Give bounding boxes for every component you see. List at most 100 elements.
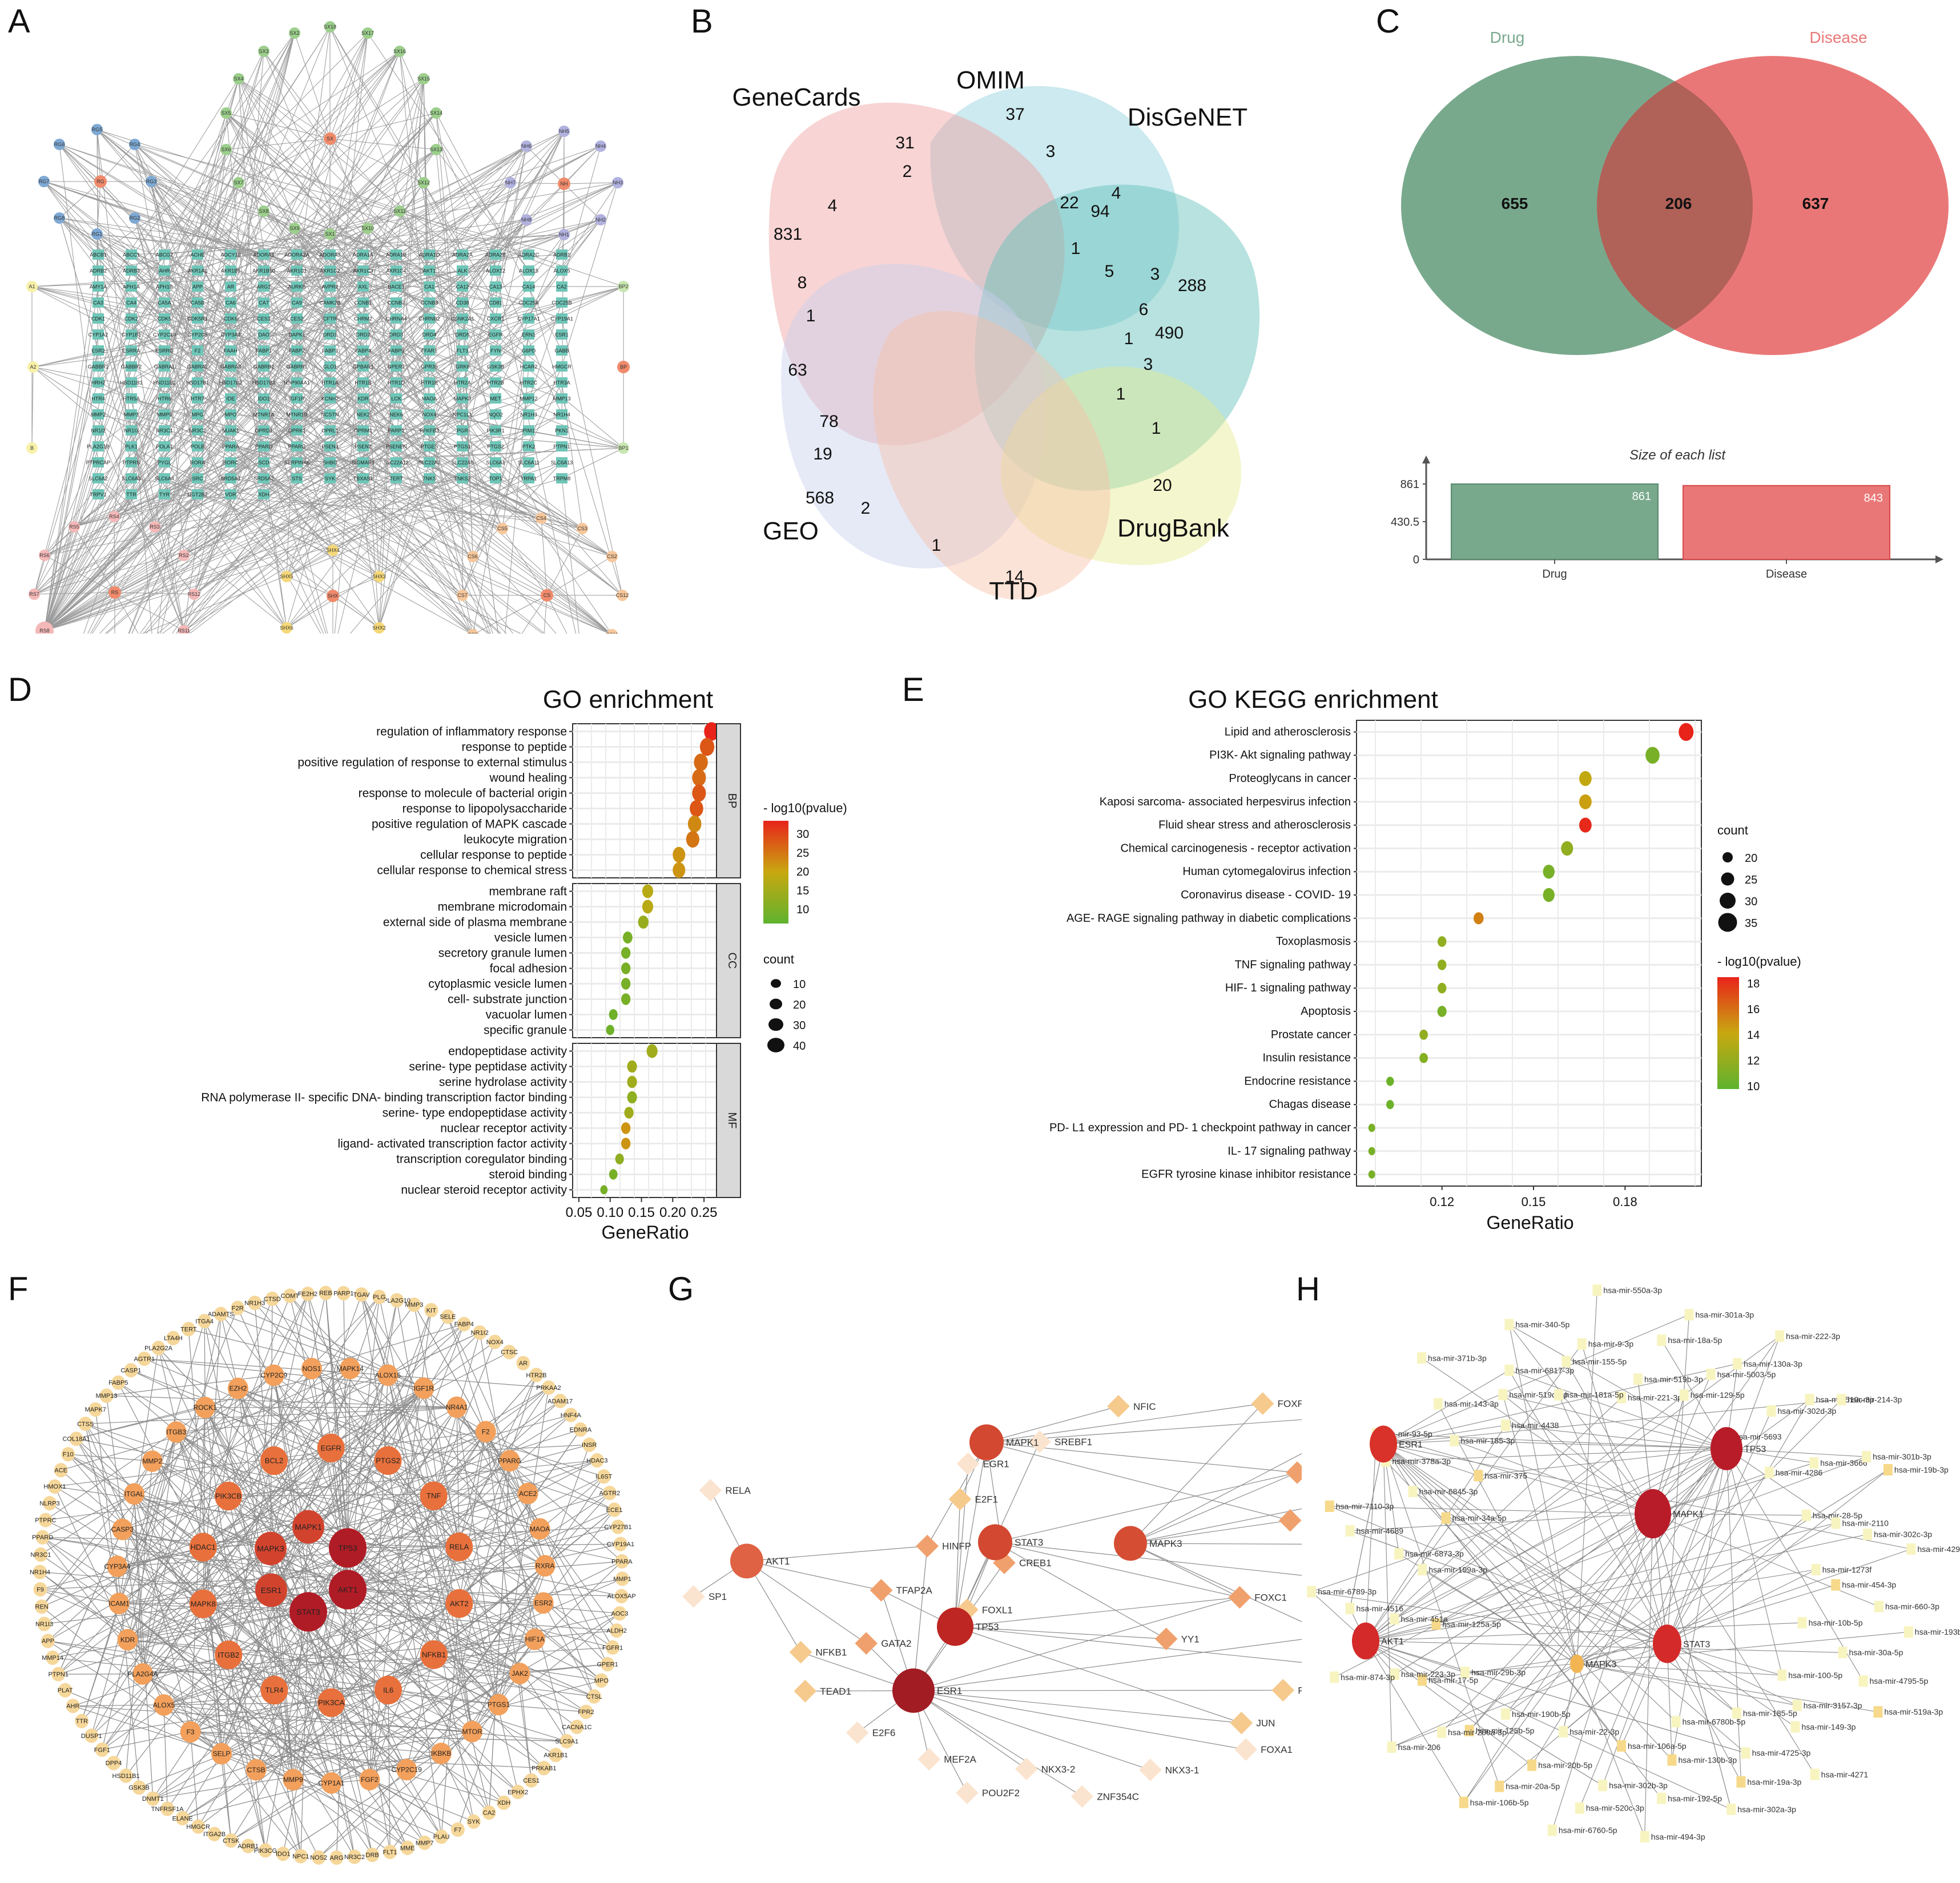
edge xyxy=(44,350,297,631)
target-node: LCK xyxy=(391,393,402,404)
edge xyxy=(363,382,380,628)
target-node-label: PIM1 xyxy=(522,428,534,434)
compound-node: CS5 xyxy=(497,523,508,534)
target-node-label: CA13 xyxy=(489,284,502,290)
gene-node: ESR2 xyxy=(533,1592,554,1614)
edge xyxy=(270,1548,442,1754)
target-node-shape xyxy=(192,361,203,372)
target-node: PSEN2 xyxy=(355,441,372,451)
gene-node-label: NOS1 xyxy=(303,1365,321,1373)
target-node-shape xyxy=(391,361,402,372)
edge xyxy=(1365,1640,1732,1810)
y-tick-label: 861 xyxy=(1400,478,1419,491)
target-node: OPRD1 xyxy=(255,425,273,436)
compound-node-shape xyxy=(362,223,373,234)
edge xyxy=(332,595,380,628)
gene-node: MAPK3 xyxy=(255,1531,287,1566)
compound-node-label: RS11 xyxy=(178,628,190,634)
panel-label-d: D xyxy=(8,671,32,708)
edge xyxy=(329,138,424,183)
gene-node: INSR xyxy=(582,1437,597,1452)
data-point xyxy=(694,753,708,771)
tf-node-label: PPARG xyxy=(1298,1685,1302,1696)
edge xyxy=(296,318,380,577)
compound-node-shape xyxy=(505,177,516,188)
gene-node-shape xyxy=(119,1768,133,1783)
edge xyxy=(498,1704,586,1712)
compound-node-label: CS12 xyxy=(616,592,629,598)
color-legend-tick: 16 xyxy=(1747,1003,1760,1016)
target-node-shape xyxy=(92,249,104,260)
gene-node-shape xyxy=(132,1780,146,1795)
tf-node: POU2F2 xyxy=(956,1781,1020,1804)
hub-gene-node: STAT3 xyxy=(1653,1624,1711,1663)
edge xyxy=(1602,1448,1727,1786)
y-tick-label: Chemical carcinogenesis - receptor activ… xyxy=(1120,842,1351,854)
venn-set-label: TTD xyxy=(989,577,1038,605)
tf-node-diamond xyxy=(870,1579,893,1602)
data-point xyxy=(621,1122,631,1134)
target-node-shape xyxy=(556,457,568,467)
edge xyxy=(286,270,397,577)
target-node-label: SLC6A13 xyxy=(551,460,573,466)
compound-node: RG4 xyxy=(129,139,140,150)
gene-node: KIT xyxy=(424,1303,438,1318)
target-node-label: TRPM8 xyxy=(553,476,571,482)
target-node: PKN1 xyxy=(555,425,569,436)
target-node-label: AMY1A xyxy=(90,284,107,290)
compound-node-shape xyxy=(521,214,532,225)
edge xyxy=(59,217,397,399)
compound-node: RG7 xyxy=(38,176,50,187)
compound-node: NH1 xyxy=(558,229,570,240)
mirna-node-label: hsa-mir-6780b-5p xyxy=(1683,1717,1746,1726)
edge xyxy=(1576,1290,1597,1664)
mirna-node: hsa-mir-155-5p xyxy=(1561,1356,1627,1368)
color-legend-title: - log10(pvalue) xyxy=(763,801,847,815)
edge xyxy=(1383,1444,1500,1787)
tf-node-diamond xyxy=(1286,1461,1302,1484)
target-node: CCNB2 xyxy=(388,297,405,308)
gene-node: APP xyxy=(41,1634,55,1648)
edge xyxy=(134,1494,154,1799)
target-node-shape xyxy=(92,425,104,436)
edge xyxy=(90,592,115,634)
edge xyxy=(1508,1324,1653,1514)
gene-node: HNF4A xyxy=(561,1408,581,1422)
tf-node: FOXA1 xyxy=(1234,1738,1293,1761)
target-node: IDE xyxy=(225,393,236,404)
mirna-node-label: hsa-mir-4271 xyxy=(1821,1770,1869,1779)
target-node: FFAR1 xyxy=(421,345,437,356)
edge xyxy=(329,254,623,596)
data-point xyxy=(673,846,686,863)
target-node-label: MPG xyxy=(192,412,204,418)
gene-node-label: KIT xyxy=(426,1307,436,1314)
gene-node-label: MMP13 xyxy=(96,1393,118,1400)
color-legend-tick: 10 xyxy=(796,904,809,916)
gene-node: ALOX5 xyxy=(153,1694,175,1716)
y-tick-label: TNF signaling pathway xyxy=(1235,958,1351,971)
gene-node: F2R xyxy=(231,1300,245,1316)
gene-node: GPER1 xyxy=(597,1657,618,1672)
edge xyxy=(1365,1425,1506,1642)
gene-node-shape xyxy=(336,1286,351,1301)
tf-node-diamond xyxy=(1015,1757,1038,1781)
gene-node-label: PPARG xyxy=(498,1457,521,1465)
gene-node: HMGCR xyxy=(186,1819,210,1834)
target-node-shape xyxy=(490,297,501,308)
compound-node-shape xyxy=(220,107,232,119)
edge xyxy=(296,149,437,271)
edge xyxy=(34,446,562,595)
mirna-node-square xyxy=(1766,1405,1776,1417)
y-tick-label: RNA polymerase II- specific DNA- binding… xyxy=(201,1091,567,1104)
gene-node-shape xyxy=(276,1846,290,1861)
gene-node-shape xyxy=(38,1513,53,1527)
gene-node-shape xyxy=(383,1844,397,1860)
edge xyxy=(45,1519,473,1732)
target-node-shape xyxy=(291,297,303,308)
edge xyxy=(81,1374,388,1721)
gene-node-label: FLT1 xyxy=(383,1849,397,1856)
target-node: KDR xyxy=(357,393,369,404)
target-node-shape xyxy=(424,345,435,356)
gene-node-label: AGTR1 xyxy=(134,1356,155,1362)
compound-node-label: CS2 xyxy=(607,554,617,559)
